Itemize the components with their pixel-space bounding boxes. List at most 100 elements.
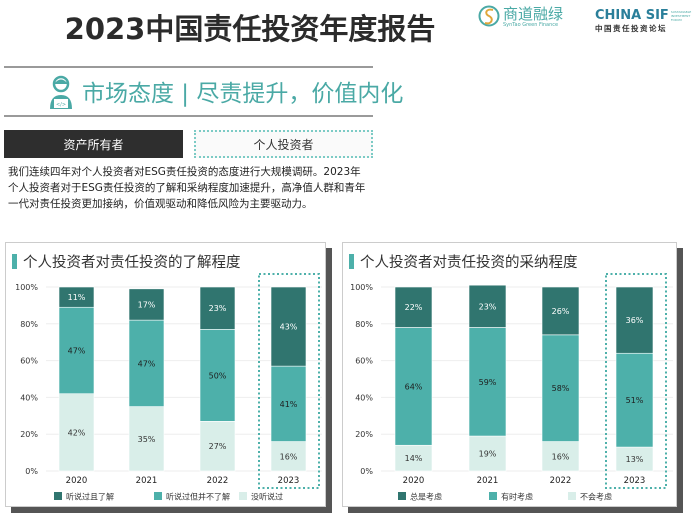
y-tick-label: 100% (350, 283, 373, 292)
bar-segment (541, 441, 580, 472)
bar-segment (394, 444, 433, 472)
divider-top (4, 66, 373, 68)
data-label: 36% (626, 316, 644, 325)
y-tick-label: 0% (25, 467, 38, 476)
data-label: 22% (405, 303, 423, 312)
syntao-logo-icon (478, 5, 500, 27)
highlight-box (605, 273, 667, 489)
legend-label: 听说过但并不了解 (166, 492, 230, 502)
x-tick-label: 2021 (136, 476, 158, 486)
divider-bottom (4, 115, 373, 117)
bar-segment (58, 393, 95, 472)
bar-segment (615, 286, 654, 354)
legend-swatch (489, 492, 497, 500)
bar-segment (541, 334, 580, 442)
legend-swatch (568, 492, 576, 500)
bar-segment (615, 352, 654, 448)
legend-label: 听说过且了解 (66, 492, 114, 502)
data-label: 26% (552, 307, 570, 316)
y-tick-label: 80% (20, 320, 38, 329)
data-label: 35% (138, 435, 156, 444)
person-laptop-icon: </> (48, 75, 74, 115)
x-tick-label: 2021 (477, 476, 499, 486)
data-label: 51% (626, 396, 644, 405)
bar-segment (128, 288, 165, 321)
section-title: 市场态度 | 尽责提升，价值内化 (82, 81, 404, 107)
data-label: 16% (552, 452, 570, 461)
data-label: 11% (68, 293, 86, 302)
legend-swatch (154, 492, 162, 500)
awareness-chart: 0% 20% 40% 60% 80% 100% 42% 47% 11% 2020 35% 47% 17%… (15, 273, 322, 502)
svg-text:</>: </> (56, 102, 66, 108)
data-label: 47% (138, 359, 156, 368)
title-accent-bar (349, 254, 354, 269)
legend-label: 总是考虑 (410, 492, 442, 502)
syntao-sub: SynTao Green Finance (503, 22, 559, 28)
y-tick-label: 80% (355, 320, 373, 329)
adoption-chart-panel: 个人投资者对责任投资的采纳程度 0% 20% 40% 60% 80% 100% 14% 64%… (342, 242, 677, 507)
data-label: 27% (209, 442, 227, 451)
bar-segment (270, 365, 307, 442)
y-tick-label: 40% (20, 393, 38, 402)
data-label: 17% (138, 300, 156, 309)
y-tick-label: 20% (355, 430, 373, 439)
bar-segment (199, 329, 236, 422)
legend-swatch (398, 492, 406, 500)
data-label: 16% (280, 452, 298, 461)
x-tick-label: 2023 (624, 476, 646, 486)
y-tick-label: 100% (15, 283, 38, 292)
highlight-box (258, 273, 320, 489)
x-tick-label: 2022 (207, 476, 229, 486)
china-sif-name: CHINA SIF (595, 8, 669, 23)
data-label: 42% (68, 428, 86, 437)
x-tick-label: 2022 (550, 476, 572, 486)
legend-swatch (239, 492, 247, 500)
y-tick-label: 0% (360, 467, 373, 476)
data-label: 13% (626, 455, 644, 464)
china-sif-sub: 中国责任投资论坛 (595, 24, 667, 33)
data-label: 59% (479, 378, 497, 387)
awareness-chart-panel: 个人投资者对责任投资的了解程度 0% 20% 40% 60% 80% 100% 42% 47%… (5, 242, 326, 507)
legend-label: 不会考虑 (580, 492, 612, 502)
syntao-logo: 商道融绿 SynTao Green Finance (478, 4, 563, 30)
bar-segment (128, 406, 165, 472)
data-label: 58% (552, 384, 570, 393)
intro-paragraph: 我们连续四年对个人投资者对ESG责任投资的态度进行大规模调研。2023年个人投资… (8, 166, 366, 210)
tab-individual-investors[interactable]: 个人投资者 (194, 130, 373, 158)
data-label: 19% (479, 450, 497, 459)
adoption-chart: 0% 20% 40% 60% 80% 100% 14% 64% 22% 2020 19% 59% 23%… (350, 273, 673, 502)
bar-segment (58, 286, 95, 308)
x-tick-label: 2020 (403, 476, 425, 486)
title-accent-bar (12, 254, 17, 269)
bar-segment (468, 327, 507, 437)
bar-segment (468, 435, 507, 472)
bar-segment (199, 421, 236, 472)
y-tick-label: 40% (355, 393, 373, 402)
bar-segment (541, 286, 580, 336)
data-label: 43% (280, 323, 298, 332)
bar-segment (270, 286, 307, 367)
x-tick-label: 2023 (278, 476, 300, 486)
data-label: 23% (479, 302, 497, 311)
x-tick-label: 2020 (66, 476, 88, 486)
data-label: 23% (209, 304, 227, 313)
bar-segment (394, 327, 433, 446)
chart-title: 个人投资者对责任投资的了解程度 (23, 255, 241, 271)
chart-title: 个人投资者对责任投资的采纳程度 (360, 255, 578, 271)
tab-asset-owners[interactable]: 资产所有者 (4, 130, 183, 158)
bar-segment (128, 319, 165, 407)
y-tick-label: 60% (20, 357, 38, 366)
china-sif-logo: CHINA SIF SUSTAINABLE INVESTMENT FORUM 中… (595, 8, 692, 34)
y-tick-label: 20% (20, 430, 38, 439)
data-label: 41% (280, 400, 298, 409)
data-label: 47% (68, 346, 86, 355)
china-sif-tag: SUSTAINABLE INVESTMENT FORUM (670, 9, 692, 22)
bar-segment (394, 286, 433, 328)
legend-swatch (54, 492, 62, 500)
bar-segment (199, 286, 236, 330)
bar-segment (468, 284, 507, 328)
data-label: 14% (405, 454, 423, 463)
data-label: 50% (209, 371, 227, 380)
legend-label: 有时考虑 (501, 492, 533, 502)
bar-segment (270, 441, 307, 472)
